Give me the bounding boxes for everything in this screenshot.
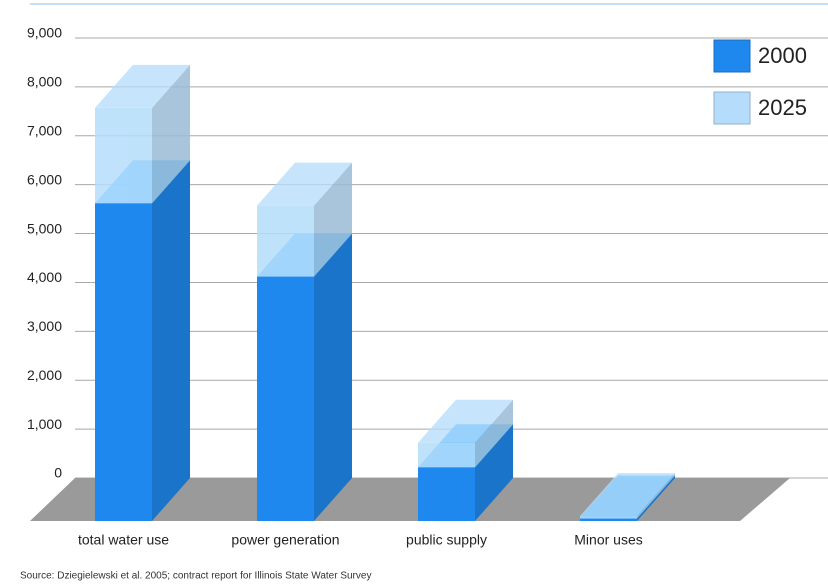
y-tick-label: 0 bbox=[54, 465, 62, 481]
bar-segment bbox=[257, 233, 352, 522]
y-tick-label: 3,000 bbox=[27, 318, 62, 334]
bar-segment bbox=[580, 473, 675, 519]
bar-front bbox=[580, 518, 637, 521]
legend-label: 2000 bbox=[758, 43, 807, 68]
bar-side bbox=[152, 64, 190, 204]
y-tick-label: 7,000 bbox=[27, 122, 62, 138]
bar-front bbox=[95, 203, 152, 521]
x-tick-label: Minor uses bbox=[574, 532, 642, 548]
bar-top bbox=[580, 473, 675, 517]
legend-swatch bbox=[713, 91, 751, 125]
bar-side bbox=[637, 473, 675, 519]
y-tick-label: 5,000 bbox=[27, 220, 62, 236]
bar-segment bbox=[257, 162, 352, 277]
bar-front bbox=[257, 276, 314, 521]
bar-front bbox=[418, 442, 475, 468]
bar-side bbox=[314, 162, 352, 277]
bar-side bbox=[314, 233, 352, 522]
y-tick-label: 1,000 bbox=[27, 416, 62, 432]
source: Source: Dziegielewski et al. 2005; contr… bbox=[20, 571, 371, 582]
bar-side bbox=[637, 475, 675, 521]
bar-top bbox=[257, 162, 352, 206]
x-tick-label: power generation bbox=[231, 532, 339, 548]
bar-segment bbox=[95, 160, 190, 521]
bar-side bbox=[152, 160, 190, 521]
bar-side bbox=[475, 399, 513, 468]
bar-front bbox=[580, 516, 637, 519]
x-tick-label: total water use bbox=[78, 532, 169, 548]
y-tick-label: 2,000 bbox=[27, 367, 62, 383]
bar-front bbox=[257, 205, 314, 277]
legend-swatch bbox=[713, 39, 751, 73]
y-tick-label: 6,000 bbox=[27, 171, 62, 187]
bar-segment bbox=[95, 64, 190, 204]
legend-label: 2025 bbox=[758, 95, 807, 120]
y-tick-label: 9,000 bbox=[27, 25, 62, 41]
bar-side bbox=[475, 424, 513, 521]
bar-top bbox=[418, 399, 513, 443]
bar-front bbox=[418, 467, 475, 521]
bar-front bbox=[95, 107, 152, 204]
x-tick-label: public supply bbox=[406, 532, 487, 548]
y-tick-label: 8,000 bbox=[27, 74, 62, 90]
bar-segment bbox=[418, 399, 513, 468]
bar-top bbox=[95, 64, 190, 108]
y-tick-label: 4,000 bbox=[27, 269, 62, 285]
